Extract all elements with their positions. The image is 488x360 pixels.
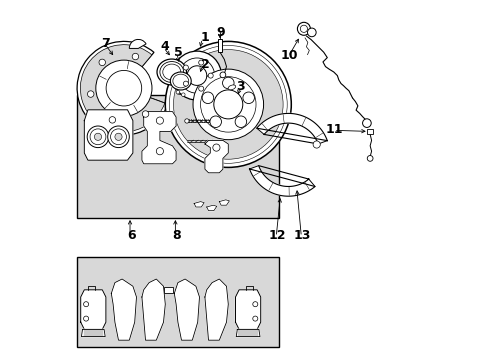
Circle shape (202, 92, 213, 104)
Circle shape (200, 77, 256, 132)
Circle shape (198, 60, 203, 65)
Ellipse shape (160, 62, 183, 82)
Circle shape (307, 28, 316, 37)
Wedge shape (129, 40, 146, 48)
Polygon shape (236, 329, 260, 337)
Circle shape (209, 116, 221, 127)
Polygon shape (249, 166, 314, 196)
Circle shape (179, 58, 214, 93)
Wedge shape (80, 45, 164, 132)
Circle shape (187, 66, 206, 85)
Circle shape (83, 316, 88, 321)
Circle shape (208, 73, 213, 78)
Circle shape (220, 72, 225, 78)
Text: 10: 10 (280, 49, 298, 62)
Ellipse shape (163, 64, 181, 80)
Circle shape (362, 119, 370, 127)
Bar (77, 257, 278, 347)
Polygon shape (256, 113, 326, 144)
Polygon shape (235, 290, 260, 329)
Circle shape (87, 91, 94, 97)
Circle shape (181, 93, 185, 96)
Circle shape (183, 81, 188, 86)
Circle shape (212, 144, 220, 151)
Circle shape (198, 86, 203, 91)
Circle shape (176, 90, 179, 94)
Polygon shape (219, 200, 229, 205)
Circle shape (87, 126, 108, 148)
Circle shape (156, 148, 163, 155)
Ellipse shape (157, 59, 186, 85)
Circle shape (235, 116, 246, 127)
Circle shape (213, 90, 243, 119)
Circle shape (94, 133, 102, 140)
Circle shape (222, 77, 234, 89)
Ellipse shape (227, 85, 235, 90)
Bar (366, 129, 372, 134)
Text: 5: 5 (173, 46, 182, 59)
Polygon shape (81, 290, 106, 329)
Circle shape (83, 302, 88, 307)
Polygon shape (81, 329, 105, 337)
Text: 7: 7 (102, 37, 110, 50)
Circle shape (109, 117, 115, 123)
Circle shape (96, 60, 152, 116)
Polygon shape (206, 205, 216, 211)
Circle shape (90, 129, 106, 145)
Circle shape (142, 111, 148, 117)
Text: 12: 12 (267, 229, 285, 242)
Circle shape (252, 316, 257, 321)
Polygon shape (194, 202, 204, 207)
Circle shape (173, 50, 283, 159)
Circle shape (184, 119, 189, 123)
Circle shape (99, 59, 105, 66)
Circle shape (110, 129, 126, 145)
Bar (218, 39, 222, 52)
Text: 1: 1 (200, 31, 209, 44)
Polygon shape (111, 279, 136, 340)
Circle shape (297, 22, 310, 35)
Polygon shape (142, 279, 165, 340)
Circle shape (132, 53, 139, 60)
Bar (163, 287, 172, 293)
Polygon shape (204, 140, 228, 173)
Polygon shape (204, 279, 228, 340)
Circle shape (366, 156, 372, 161)
Circle shape (156, 117, 163, 124)
Text: 11: 11 (325, 123, 343, 136)
Circle shape (107, 126, 129, 148)
Circle shape (252, 302, 257, 307)
Text: 3: 3 (236, 80, 244, 93)
Polygon shape (142, 112, 176, 164)
Text: 13: 13 (293, 229, 310, 242)
Circle shape (165, 41, 291, 167)
Circle shape (172, 51, 221, 100)
Wedge shape (77, 41, 167, 135)
Circle shape (300, 25, 307, 32)
Ellipse shape (170, 72, 191, 90)
Text: 2: 2 (200, 58, 209, 71)
Ellipse shape (172, 74, 188, 88)
Text: 8: 8 (171, 229, 180, 242)
Text: 6: 6 (126, 229, 135, 242)
Polygon shape (174, 279, 199, 340)
Bar (77, 95, 278, 218)
Circle shape (106, 71, 142, 106)
Polygon shape (84, 110, 133, 160)
Circle shape (183, 65, 188, 70)
Circle shape (169, 45, 286, 163)
Circle shape (243, 92, 254, 104)
Text: 9: 9 (216, 26, 225, 39)
Circle shape (312, 141, 320, 148)
Circle shape (115, 133, 122, 140)
Circle shape (193, 69, 263, 140)
Text: 4: 4 (161, 40, 169, 53)
